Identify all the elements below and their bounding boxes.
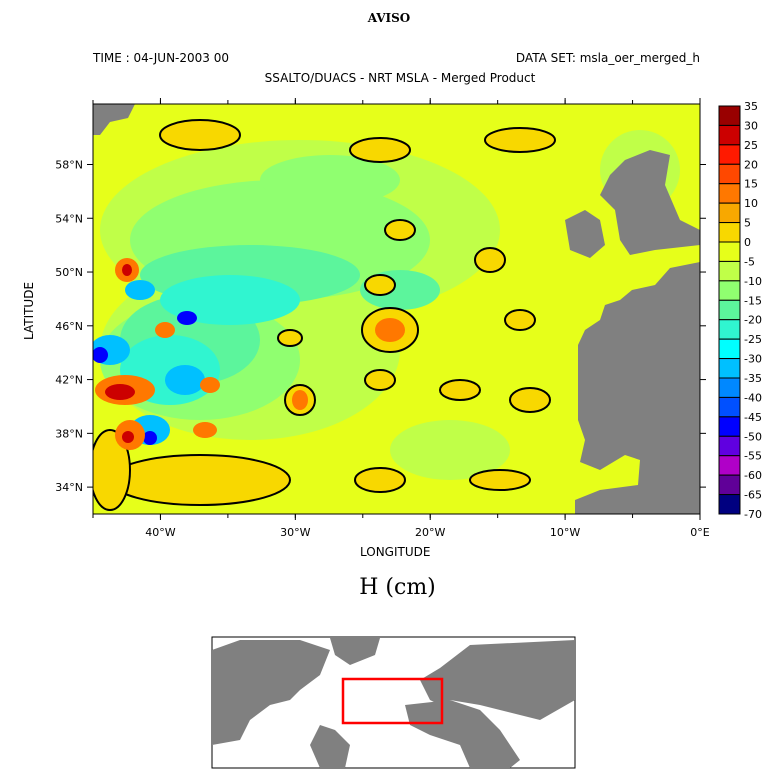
y-axis: 34°N 38°N 42°N 46°N 50°N 54°N 58°N	[55, 158, 706, 494]
colorbar-cell	[718, 260, 741, 282]
colorbar-cell	[718, 299, 741, 321]
colorbar-cell	[718, 163, 741, 185]
y-tick-label: 46°N	[55, 320, 83, 333]
colorbar-label: -30	[744, 353, 762, 366]
x-axis: 40°W 30°W 20°W 10°W 0°E	[92, 98, 710, 539]
colorbar-cell	[718, 124, 741, 146]
y-tick-label: 38°N	[55, 427, 83, 440]
colorbar-label: 25	[744, 139, 758, 152]
colorbar-cell	[718, 280, 741, 301]
colorbar-label: -20	[744, 314, 762, 327]
colorbar-label: 30	[744, 119, 758, 132]
x-tick-label: 40°W	[145, 526, 175, 539]
y-tick-label: 42°N	[55, 374, 83, 387]
x-tick-label: 10°W	[550, 526, 580, 539]
colorbar-units: H (cm)	[359, 575, 436, 600]
x-tick-label: 20°W	[415, 526, 445, 539]
colorbar-cell	[718, 202, 741, 224]
map-frame	[92, 103, 701, 515]
peak-positive-anomalies	[105, 264, 135, 443]
colorbar-label: -35	[744, 372, 762, 385]
inset-land	[212, 638, 575, 768]
colorbar-label: -55	[744, 450, 762, 463]
colorbar-label: -45	[744, 411, 762, 424]
positive-anomalies	[93, 119, 556, 511]
y-tick-label: 34°N	[55, 481, 83, 494]
land	[93, 104, 700, 514]
x-axis-label: LONGITUDE	[360, 545, 431, 559]
colorbar-cell	[718, 455, 741, 476]
colorbar-cell	[718, 494, 741, 515]
colorbar-cell	[718, 338, 741, 360]
colorbar-cell	[718, 396, 741, 418]
colorbar-cell	[718, 435, 741, 457]
colorbar-cell	[718, 416, 741, 437]
colorbar-label: -40	[744, 391, 762, 404]
colorbar-cell	[718, 377, 741, 398]
time-label: TIME : 04-JUN-2003 00	[93, 51, 229, 65]
x-tick-label: 30°W	[280, 526, 310, 539]
colorbar: 35 30 25 20 15 10 5 0 -5 -10 -15 -20 -25 -30 -35 -40 -45…	[718, 100, 762, 521]
y-tick-label: 54°N	[55, 212, 83, 225]
colorbar-label: 20	[744, 158, 758, 171]
inset-locator-map	[211, 636, 576, 769]
subtitle: SSALTO/DUACS - NRT MSLA - Merged Product	[264, 71, 536, 85]
colorbar-label: -10	[744, 275, 762, 288]
colorbar-label: -65	[744, 489, 762, 502]
colorbar-cell	[718, 105, 741, 126]
colorbar-label: -50	[744, 430, 762, 443]
colorbar-cell	[718, 319, 741, 340]
plot-title: AVISO	[367, 11, 411, 25]
colorbar-label: -60	[744, 469, 762, 482]
colorbar-cell	[718, 144, 741, 165]
colorbar-cell	[718, 222, 741, 243]
colorbar-label: -70	[744, 508, 762, 521]
colorbar-label: 5	[744, 217, 751, 230]
colorbar-cell	[718, 183, 741, 204]
colorbar-label: 15	[744, 178, 758, 191]
x-tick-label: 0°E	[690, 526, 709, 539]
colorbar-label: 0	[744, 236, 751, 249]
inset-region-box	[341, 677, 444, 725]
dataset-label: DATA SET: msla_oer_merged_h	[515, 51, 700, 65]
y-tick-label: 50°N	[55, 266, 83, 279]
colorbar-cell	[718, 474, 741, 496]
colorbar-label: 35	[744, 100, 758, 113]
colorbar-label: -5	[744, 255, 755, 268]
colorbar-label: 10	[744, 197, 758, 210]
anomaly-band-minus50	[93, 311, 197, 445]
colorbar-cell	[718, 241, 741, 262]
colorbar-label: -15	[744, 294, 762, 307]
colorbar-cell	[718, 358, 741, 379]
y-tick-label: 58°N	[55, 158, 83, 171]
colorbar-label: -25	[744, 333, 762, 346]
map-field	[93, 104, 700, 514]
